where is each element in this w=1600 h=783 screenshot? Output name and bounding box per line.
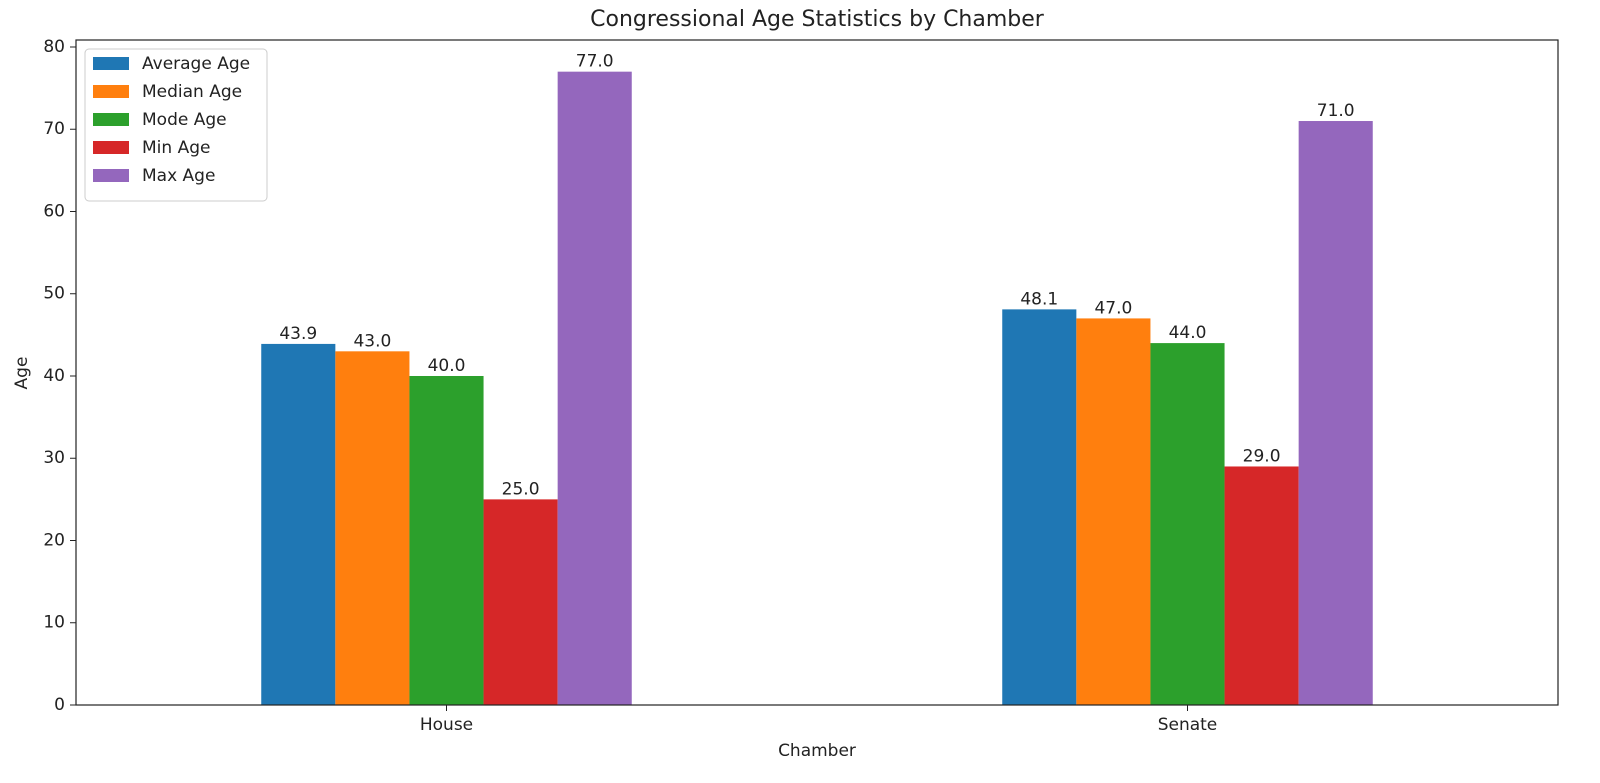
bar [409,375,484,705]
legend-swatch [93,57,129,70]
data-label: 25.0 [502,479,540,499]
bar [1150,343,1225,705]
data-label: 44.0 [1169,323,1207,343]
x-tick-label: House [420,715,473,735]
bar [557,71,632,705]
legend-label: Max Age [142,166,215,186]
data-label: 43.0 [353,331,391,351]
legend-swatch [93,113,129,126]
x-axis-label: Chamber [778,741,856,761]
legend-label: Median Age [142,82,242,102]
y-tick-label: 20 [43,530,65,550]
data-label: 77.0 [576,52,614,72]
y-tick-label: 10 [43,613,65,633]
data-label: 40.0 [428,356,466,376]
bar [335,351,410,705]
x-tick-label: Senate [1158,715,1218,735]
y-tick-label: 60 [43,201,65,221]
legend-box [84,48,268,202]
legend-label: Average Age [142,54,250,74]
legend-label: Min Age [142,138,210,158]
legend-label: Mode Age [142,110,227,130]
data-label: 48.1 [1020,289,1058,309]
plot-frame [75,39,1559,706]
legend-swatch [93,141,129,154]
y-axis-label: Age [12,357,32,390]
bar [1224,466,1299,705]
data-label: 71.0 [1317,101,1355,121]
data-label: 29.0 [1243,446,1281,466]
data-label: 47.0 [1094,298,1132,318]
y-tick-label: 50 [43,284,65,304]
bar [261,343,336,705]
y-tick-label: 40 [43,366,65,386]
legend-swatch [93,85,129,98]
data-label: 43.9 [279,324,317,344]
y-tick-label: 80 [43,37,65,57]
chart-title: Congressional Age Statistics by Chamber [590,7,1045,32]
bar [1002,309,1077,705]
legend-swatch [93,169,129,182]
y-tick-label: 70 [43,119,65,139]
bar [483,499,558,705]
bar [1076,318,1151,705]
bar [1298,121,1373,705]
y-tick-label: 0 [54,695,65,715]
y-tick-label: 30 [43,448,65,468]
